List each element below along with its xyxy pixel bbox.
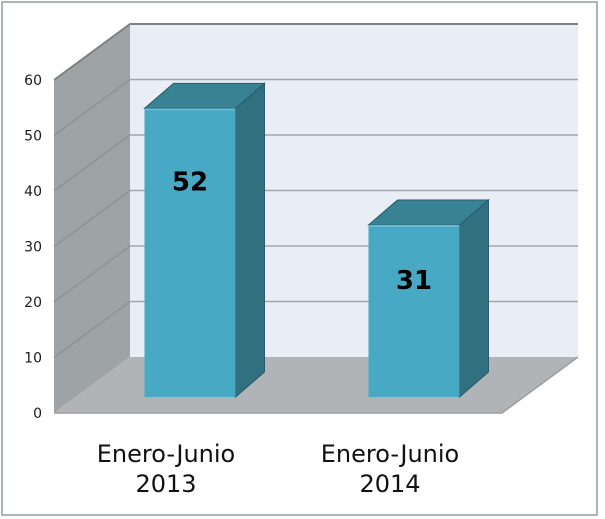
bar-series — [143, 82, 490, 399]
bar-side-face — [235, 82, 265, 399]
gridline-wall-10 — [53, 300, 131, 359]
floor-front-edge — [54, 356, 579, 414]
gridline-wall-30 — [53, 189, 131, 248]
y-tick-label-40: 40 — [24, 184, 42, 200]
y-tick-label-60: 60 — [24, 73, 42, 89]
category-label-1-line-1: Enero-Junio — [97, 440, 235, 468]
y-tick-label-20: 20 — [24, 295, 42, 311]
outer-border — [1, 1, 598, 516]
chart-walls — [53, 23, 579, 414]
floor — [54, 357, 578, 413]
bar-side-face — [459, 198, 489, 399]
y-tick-label-10: 10 — [24, 351, 42, 367]
y-tick-label-30: 30 — [24, 240, 42, 256]
y-axis-labels: 0 10 20 30 40 50 60 — [24, 73, 42, 422]
bar-front-face — [144, 108, 236, 398]
data-labels: 52 31 — [172, 167, 432, 296]
bar-1 — [143, 82, 266, 399]
bar-2 — [367, 198, 490, 399]
data-label-2: 31 — [396, 266, 432, 296]
y-tick-label-0: 0 — [33, 406, 42, 422]
data-label-1: 52 — [172, 167, 208, 197]
category-label-1-line-2: 2013 — [135, 470, 196, 498]
gridline-wall-40 — [53, 134, 131, 192]
y-tick-label-50: 50 — [24, 129, 42, 145]
wall-top-edge — [53, 23, 578, 81]
category-label-2-line-1: Enero-Junio — [321, 440, 459, 468]
bar-front-face — [368, 224, 460, 397]
category-label-2-line-2: 2014 — [359, 470, 420, 498]
chart-outer-border — [1, 1, 598, 516]
gridline-wall-50 — [53, 78, 131, 137]
gridline-wall-20 — [53, 245, 131, 303]
